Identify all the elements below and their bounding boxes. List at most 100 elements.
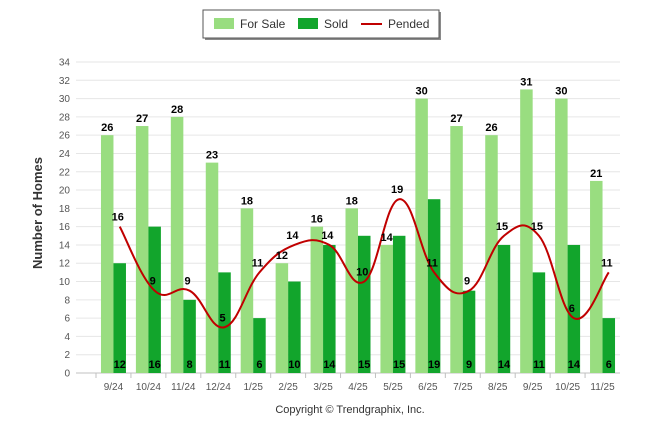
legend-label-sold: Sold	[324, 17, 348, 31]
bar-sold	[218, 272, 231, 373]
data-label-for-sale: 16	[311, 214, 323, 226]
y-tick-label: 20	[59, 186, 71, 197]
legend-swatch-for-sale	[214, 18, 234, 29]
x-tick-label: 8/25	[488, 382, 508, 393]
data-label-pended: 19	[391, 184, 403, 196]
data-label-for-sale: 31	[520, 76, 532, 88]
x-axis-ticks: 9/24 10/24 11/24 12/24 1/25 2/25 3/25 4/25 5/25 6…	[95, 373, 615, 393]
x-tick-label: 6/25	[418, 382, 438, 393]
y-tick-label: 2	[64, 350, 70, 361]
bar-sold	[462, 290, 476, 373]
y-tick-label: 10	[59, 277, 71, 288]
data-label-for-sale: 26	[101, 122, 113, 134]
bars	[100, 89, 616, 374]
bar-for-sale	[345, 208, 358, 373]
data-label-pended: 14	[286, 230, 299, 242]
data-label-for-sale: 26	[485, 122, 497, 134]
x-tick-label: 11/24	[171, 382, 196, 393]
x-tick-label: 3/25	[313, 382, 333, 393]
legend-label-pended: Pended	[388, 17, 429, 31]
legend[interactable]: For Sale Sold Pended	[202, 9, 441, 40]
y-tick-label: 30	[59, 94, 71, 105]
y-tick-label: 16	[59, 222, 71, 233]
data-label-sold: 16	[149, 359, 161, 371]
data-label-sold: 6	[606, 359, 612, 371]
bar-sold	[253, 318, 266, 373]
data-label-for-sale: 23	[206, 150, 218, 162]
data-label-sold: 10	[288, 359, 300, 371]
bar-for-sale	[590, 180, 603, 373]
x-tick-label: 1/25	[243, 382, 263, 393]
data-label-for-sale: 30	[415, 86, 427, 98]
bar-sold	[567, 244, 581, 373]
legend-label-for-sale: For Sale	[240, 17, 286, 31]
bar-sold	[113, 263, 126, 373]
bar-sold	[148, 226, 161, 373]
y-tick-label: 6	[64, 314, 70, 325]
data-labels: 26 12 27 16 28 8 23 11 18 6 12 10 16 14 18 15 14 15 30 19 27…	[101, 76, 613, 371]
y-tick-label: 32	[59, 76, 71, 87]
data-label-pended: 15	[531, 221, 543, 233]
y-tick-label: 12	[59, 259, 71, 270]
data-label-for-sale: 27	[450, 113, 462, 125]
y-tick-label: 28	[59, 112, 71, 123]
data-label-pended: 6	[569, 303, 575, 315]
data-label-pended: 10	[356, 267, 368, 279]
data-label-pended: 11	[601, 257, 613, 269]
x-tick-label: 10/25	[555, 382, 580, 393]
bar-for-sale	[275, 263, 289, 373]
y-tick-label: 34	[59, 58, 71, 69]
data-label-for-sale: 21	[590, 168, 602, 180]
data-label-for-sale: 18	[241, 195, 253, 207]
y-tick-label: 0	[64, 369, 70, 380]
pended-line	[118, 198, 610, 329]
data-label-pended: 9	[150, 276, 156, 288]
data-label-sold: 11	[533, 359, 545, 371]
data-label-for-sale: 27	[136, 113, 148, 125]
bar-sold	[532, 272, 546, 373]
y-tick-label: 14	[59, 240, 71, 251]
data-label-pended: 16	[112, 212, 124, 224]
data-label-for-sale: 30	[555, 86, 567, 98]
data-label-pended: 9	[464, 276, 470, 288]
data-label-sold: 12	[114, 359, 126, 371]
legend-box	[202, 9, 440, 39]
copyright-text: Copyright © Trendgraphix, Inc.	[275, 404, 424, 416]
data-label-sold: 9	[466, 359, 472, 371]
data-label-sold: 15	[358, 359, 370, 371]
bar-sold	[288, 281, 301, 373]
x-tick-label: 9/24	[104, 382, 124, 393]
data-label-sold: 15	[393, 359, 405, 371]
x-tick-label: 5/25	[383, 382, 403, 393]
y-tick-label: 8	[64, 295, 70, 306]
data-label-pended: 15	[496, 221, 508, 233]
data-label-pended: 11	[252, 257, 264, 269]
bar-sold	[183, 299, 196, 373]
data-label-pended: 5	[219, 312, 225, 324]
data-label-sold: 14	[323, 359, 336, 371]
data-label-sold: 11	[219, 359, 231, 371]
bar-for-sale	[520, 89, 533, 374]
data-label-sold: 8	[187, 359, 193, 371]
data-label-pended: 9	[185, 276, 191, 288]
y-axis-label: Number of Homes	[30, 157, 45, 269]
bar-for-sale	[100, 135, 114, 373]
bar-for-sale	[415, 98, 428, 374]
y-tick-label: 4	[64, 332, 70, 343]
data-label-for-sale: 28	[171, 104, 183, 116]
x-tick-label: 2/25	[278, 382, 298, 393]
x-tick-label: 10/24	[136, 382, 161, 393]
x-tick-label: 12/24	[206, 382, 231, 393]
bar-sold	[323, 244, 336, 373]
y-tick-label: 18	[59, 204, 71, 215]
data-label-pended: 11	[426, 257, 438, 269]
x-tick-label: 4/25	[348, 382, 368, 393]
legend-swatch-sold	[298, 18, 318, 29]
data-label-sold: 19	[428, 359, 440, 371]
x-tick-label: 11/25	[590, 382, 615, 393]
y-tick-label: 26	[59, 131, 71, 142]
data-label-for-sale: 12	[276, 250, 288, 262]
bar-for-sale	[555, 98, 568, 374]
